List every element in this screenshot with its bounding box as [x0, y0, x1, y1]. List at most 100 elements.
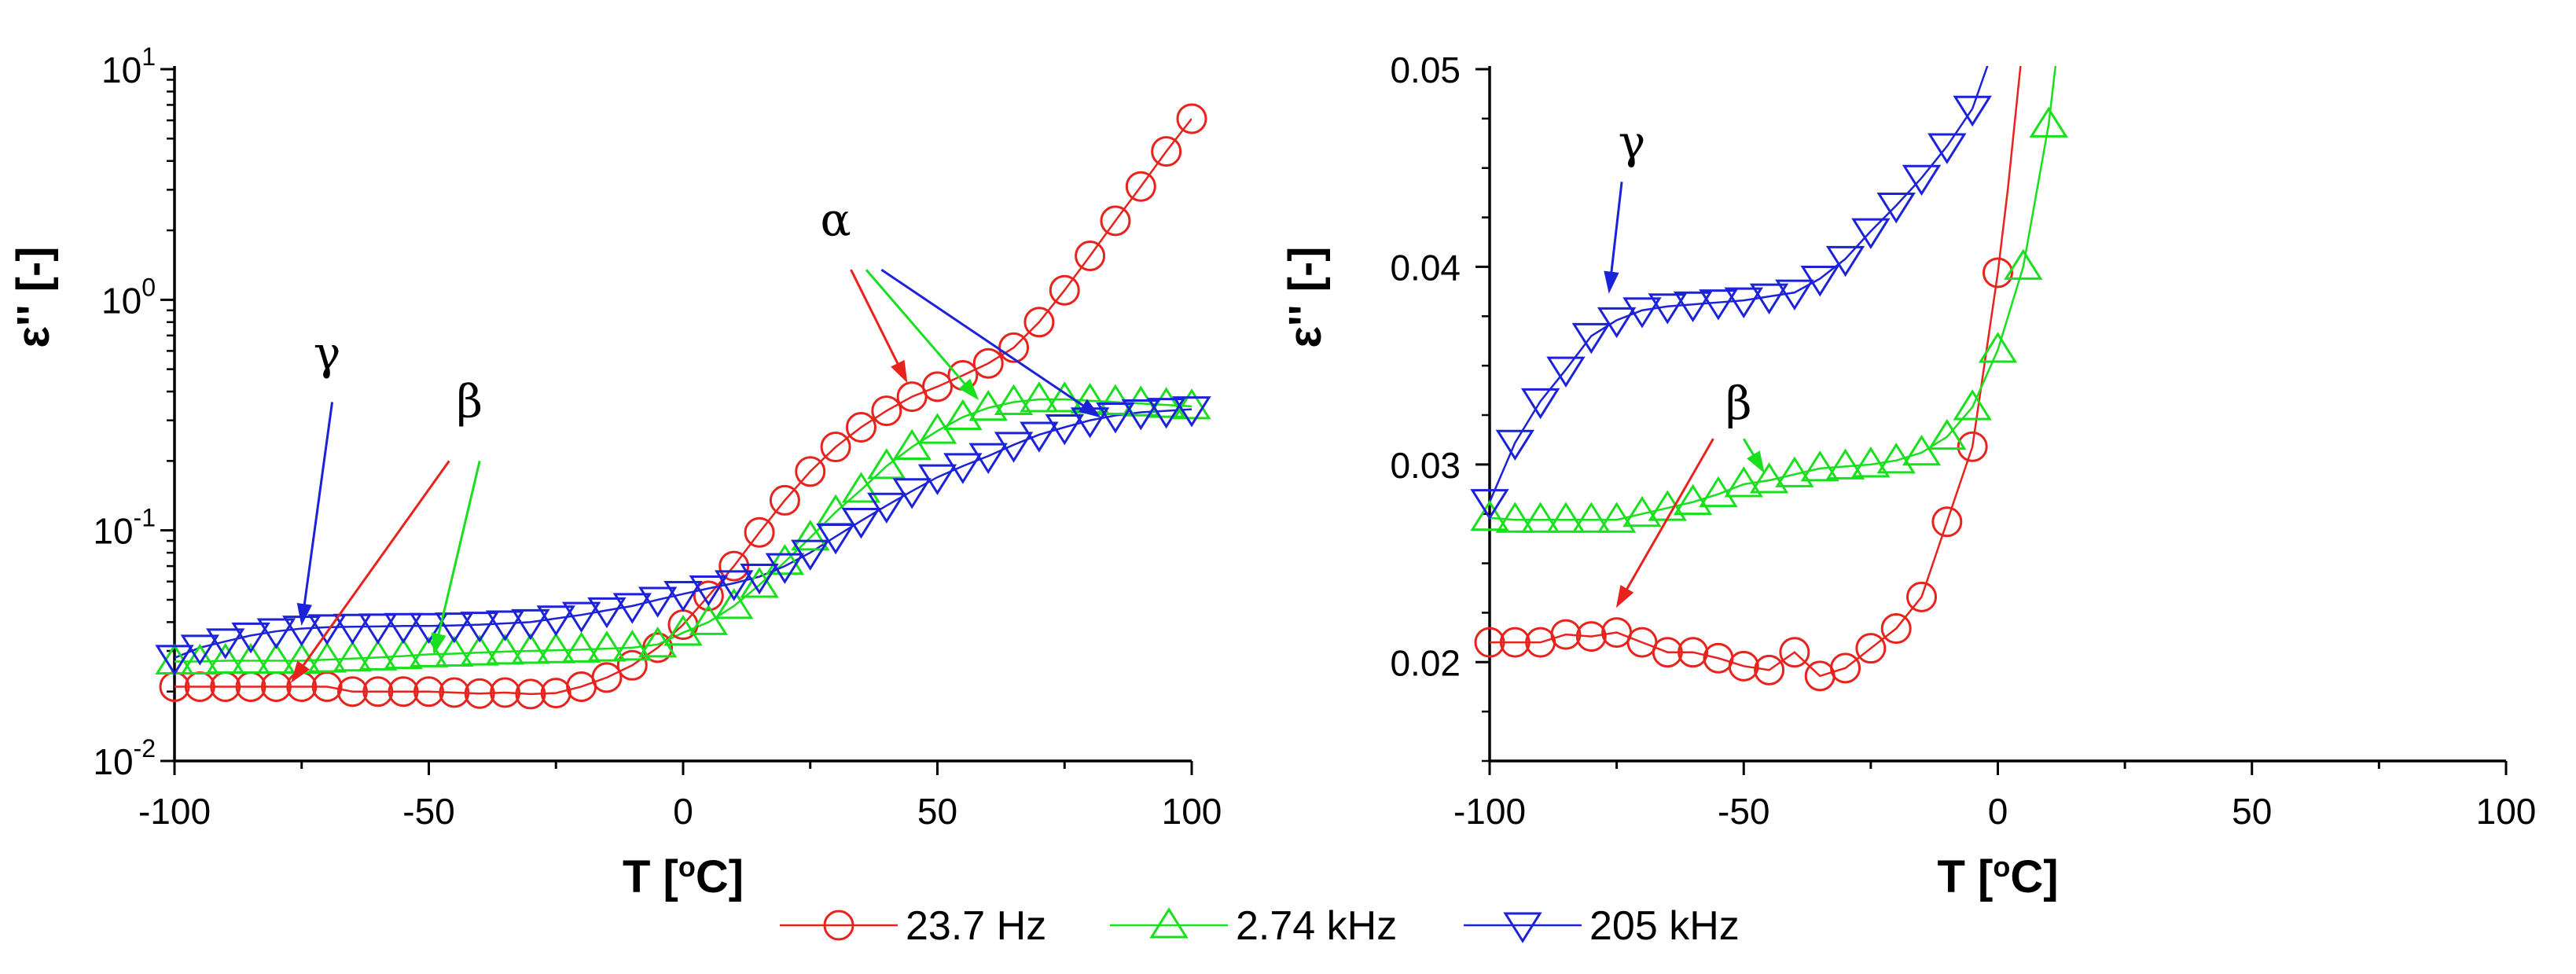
markers-group: [1470, 95, 2068, 692]
data-point-2-74-khz: [1825, 448, 1865, 480]
data-point-23-7-hz: [845, 412, 876, 443]
data-point-2-74-khz: [740, 567, 779, 598]
series-line-2-74-khz: [1490, 124, 2050, 521]
data-point-23-7-hz: [616, 649, 648, 681]
data-point-23-7-hz: [439, 677, 470, 708]
data-point-23-7-hz: [490, 677, 521, 708]
x-axis-title-unit: C]: [2010, 851, 2058, 902]
legend-label: 205 kHz: [1589, 903, 1740, 949]
annotation-arrow: [296, 402, 334, 627]
data-point-205-khz: [409, 612, 449, 645]
data-point-2-74-khz: [1470, 499, 1509, 531]
y-axis-title: ε'' [-]: [1280, 246, 1331, 347]
data-point-23-7-hz: [998, 332, 1030, 363]
data-point-23-7-hz: [1983, 257, 2013, 289]
data-point-23-7-hz: [972, 347, 1004, 379]
data-point-205-khz: [435, 612, 474, 644]
arrow-shaft: [1742, 438, 1755, 456]
data-point-23-7-hz: [1855, 633, 1887, 664]
data-point-205-khz: [1953, 95, 1992, 127]
data-point-205-khz: [1172, 396, 1211, 428]
data-point-205-khz: [205, 628, 245, 660]
data-point-23-7-hz: [871, 395, 902, 427]
data-point-23-7-hz: [1830, 652, 1861, 684]
data-point-2-74-khz: [587, 630, 627, 662]
x-tick-label: -100: [138, 791, 211, 832]
gamma-label: γ: [1619, 116, 1646, 169]
annotations: γβ: [1604, 116, 1765, 608]
data-point-205-khz: [155, 645, 194, 676]
x-tick-label: 0: [1988, 791, 2008, 832]
data-point-23-7-hz: [1550, 619, 1582, 650]
data-point-23-7-hz: [1957, 431, 1988, 462]
data-point-205-khz: [740, 564, 779, 595]
data-point-23-7-hz: [1754, 654, 1785, 685]
x-axis-title-degree: o: [1993, 851, 2010, 883]
data-point-205-khz: [1749, 283, 1789, 314]
series-line-tail-23-7-hz: [1997, 66, 2022, 274]
data-point-205-khz: [1699, 289, 1738, 321]
data-point-23-7-hz: [922, 371, 953, 402]
data-point-2-74-khz: [689, 604, 729, 635]
data-point-2-74-khz: [485, 634, 525, 665]
data-point-2-74-khz: [180, 643, 220, 674]
arrow-head: [1747, 450, 1765, 474]
x-tick-label: 100: [1162, 791, 1222, 832]
data-point-23-7-hz: [718, 550, 750, 582]
data-point-2-74-khz: [1520, 502, 1560, 533]
data-point-205-khz: [968, 443, 1008, 474]
data-point-2-74-khz: [791, 520, 830, 551]
data-point-23-7-hz: [388, 676, 419, 708]
data-point-205-khz: [333, 613, 373, 645]
beta-label: β: [456, 375, 483, 428]
y-tick-label: 101: [101, 42, 156, 90]
arrow-head: [1615, 585, 1634, 608]
data-point-205-khz: [358, 613, 398, 645]
arrow-shaft: [880, 268, 1084, 407]
data-point-205-khz: [816, 524, 855, 555]
data-point-2-74-khz: [1978, 332, 2018, 363]
data-point-23-7-hz: [1931, 506, 1963, 538]
y-tick-label: 0.04: [1390, 247, 1461, 288]
data-point-2-74-khz: [358, 639, 398, 671]
legend-marker: [1149, 907, 1189, 939]
data-point-2-74-khz: [892, 428, 932, 461]
arrow-head: [296, 603, 312, 627]
x-axis-title-main: T [: [1937, 851, 1993, 902]
data-point-205-khz: [587, 597, 627, 629]
data-point-2-74-khz: [231, 642, 270, 674]
arrow-shaft: [1610, 182, 1623, 273]
data-point-2-74-khz: [511, 633, 550, 664]
data-point-23-7-hz: [693, 580, 724, 612]
data-point-2-74-khz: [1020, 381, 1059, 413]
series-line-tail-2-74-khz: [2047, 66, 2057, 125]
data-point-205-khz: [791, 539, 830, 571]
legend-label: 2.74 kHz: [1236, 903, 1397, 949]
annotation-arrow: [431, 461, 481, 656]
arrow-shaft: [303, 402, 334, 605]
data-point-205-khz: [1851, 218, 1891, 249]
y-tick-label: 10-2: [93, 734, 156, 782]
x-tick-label: -50: [402, 791, 454, 832]
data-point-2-74-khz: [765, 543, 805, 575]
series-line-23-7-hz: [1490, 272, 1999, 678]
data-point-205-khz: [765, 553, 805, 584]
data-point-205-khz: [867, 492, 906, 524]
data-point-23-7-hz: [1023, 307, 1055, 338]
data-point-2-74-khz: [1800, 450, 1839, 482]
data-point-23-7-hz: [1499, 627, 1531, 658]
data-point-205-khz: [994, 432, 1034, 463]
data-point-23-7-hz: [1779, 637, 1810, 668]
data-point-205-khz: [485, 610, 525, 641]
legend-item-2-74-khz: 2.74 kHz: [1110, 903, 1397, 949]
data-point-2-74-khz: [1622, 495, 1662, 527]
data-point-23-7-hz: [413, 676, 444, 708]
x-tick-label: 100: [2476, 791, 2537, 832]
data-point-2-74-khz: [663, 614, 703, 646]
x-axis-title: T [oC]: [623, 851, 744, 903]
arrow-shaft: [437, 461, 481, 635]
data-point-205-khz: [612, 593, 652, 624]
data-point-205-khz: [663, 581, 703, 612]
data-point-2-74-khz: [1953, 389, 1992, 421]
data-point-2-74-khz: [460, 634, 499, 666]
